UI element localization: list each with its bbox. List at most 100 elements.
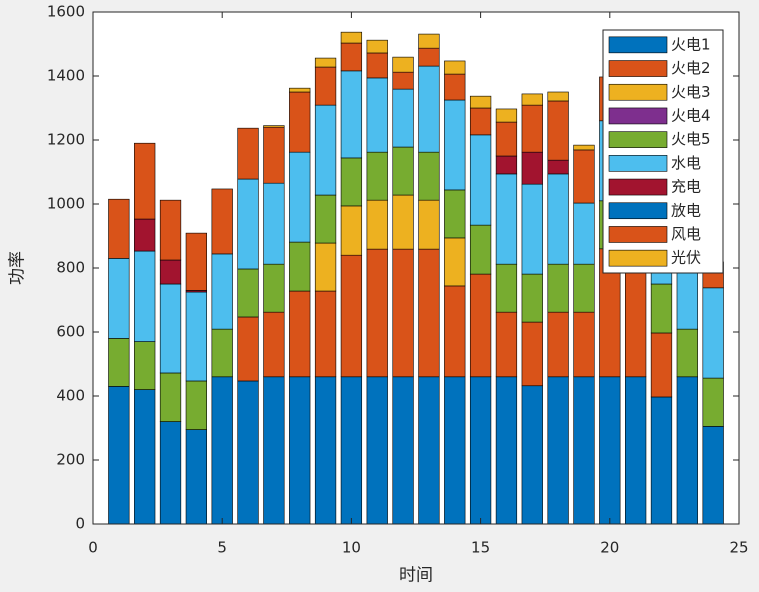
bar-segment <box>314 66 337 106</box>
legend-label: 火电5 <box>671 130 711 148</box>
bar-segment <box>366 199 388 250</box>
bar-segment <box>159 421 182 525</box>
bar-segment <box>650 332 673 398</box>
bar-segment <box>108 338 130 387</box>
bar-segment <box>573 376 595 525</box>
bar-segment <box>521 104 543 153</box>
bar-segment <box>159 372 182 422</box>
bar-segment <box>340 31 363 44</box>
bar-segment <box>134 218 156 252</box>
bar-segment <box>108 198 130 259</box>
bar-segment <box>185 232 207 291</box>
bar-segment <box>263 182 285 265</box>
bar-segment <box>547 376 569 525</box>
legend-label: 放电 <box>671 201 701 219</box>
bar-segment <box>366 376 388 525</box>
legend-label: 火电1 <box>671 35 711 53</box>
bar-segment <box>392 194 414 250</box>
x-axis-label: 时间 <box>399 566 433 586</box>
bar-segment <box>702 426 724 525</box>
bar-segment <box>289 87 311 93</box>
bar-segment <box>185 380 207 430</box>
bar-segment <box>211 253 233 330</box>
bar-segment <box>237 127 259 180</box>
bar-segment <box>366 39 388 54</box>
bar-segment <box>521 151 543 185</box>
bar-segment <box>263 311 285 378</box>
bar-segment <box>444 237 466 287</box>
bar-segment <box>625 376 647 525</box>
bar-segment <box>237 178 259 270</box>
bar-segment <box>495 311 518 378</box>
x-tick-label: 0 <box>88 539 98 557</box>
bar-segment <box>263 125 285 128</box>
bar-segment <box>676 328 698 378</box>
bar-segment <box>263 126 285 184</box>
bar-segment <box>211 376 233 525</box>
bar-segment <box>444 189 466 239</box>
bar-segment <box>289 241 311 292</box>
bar-segment <box>444 99 466 191</box>
bar-segment <box>185 291 207 382</box>
bar-segment <box>314 104 337 196</box>
legend-swatch <box>608 249 668 267</box>
x-tick-label: 15 <box>471 539 490 557</box>
bar-segment <box>521 385 543 525</box>
bar-segment <box>134 341 156 390</box>
bar-segment <box>237 268 259 318</box>
legend-swatch <box>608 178 668 196</box>
legend-swatch <box>608 60 668 77</box>
legend-label: 光伏 <box>671 249 701 267</box>
bar-segment <box>340 70 363 159</box>
legend-swatch <box>608 36 668 54</box>
bar-segment <box>392 146 414 196</box>
bar-segment <box>495 263 518 313</box>
bar-segment <box>469 134 492 226</box>
legend-label: 充电 <box>671 178 701 196</box>
bar-segment <box>573 149 595 204</box>
bar-segment <box>573 202 595 265</box>
bar-segment <box>418 248 440 378</box>
bar-segment <box>418 47 440 67</box>
y-tick-label: 1600 <box>47 3 85 21</box>
bar-segment <box>444 73 466 101</box>
bar-segment <box>469 107 492 136</box>
bar-segment <box>134 250 156 342</box>
y-tick-label: 600 <box>56 323 85 341</box>
bar-segment <box>495 376 518 525</box>
bar-segment <box>108 258 130 339</box>
bar-segment <box>159 283 182 374</box>
bar-segment <box>469 224 492 275</box>
legend-label: 风电 <box>671 225 701 243</box>
bar-segment <box>108 386 130 525</box>
bar-segment <box>263 263 285 313</box>
y-tick-label: 1200 <box>47 131 85 149</box>
bar-segment <box>392 376 414 525</box>
bar-segment <box>314 242 337 292</box>
bar-segment <box>547 173 569 265</box>
bar-segment <box>547 159 569 175</box>
bar-segment <box>237 316 259 382</box>
y-tick-label: 800 <box>56 259 85 277</box>
x-tick-label: 20 <box>600 539 619 557</box>
legend-swatch <box>608 131 668 148</box>
y-tick-label: 200 <box>56 451 85 469</box>
legend-label: 火电2 <box>671 59 711 77</box>
bar-segment <box>392 88 414 148</box>
bar-segment <box>159 259 182 285</box>
bar-segment <box>702 287 724 379</box>
bar-segment <box>573 311 595 378</box>
bar-segment <box>573 263 595 313</box>
bar-segment <box>418 151 440 201</box>
bar-segment <box>444 60 466 75</box>
bar-segment <box>521 321 543 387</box>
bar-segment <box>314 376 337 525</box>
bar-segment <box>573 144 595 151</box>
bar-segment <box>650 283 673 334</box>
bar-segment <box>521 93 543 106</box>
legend-label: 火电3 <box>671 83 711 101</box>
bar-segment <box>702 377 724 427</box>
legend-swatch <box>608 155 668 172</box>
bar-segment <box>469 273 492 378</box>
